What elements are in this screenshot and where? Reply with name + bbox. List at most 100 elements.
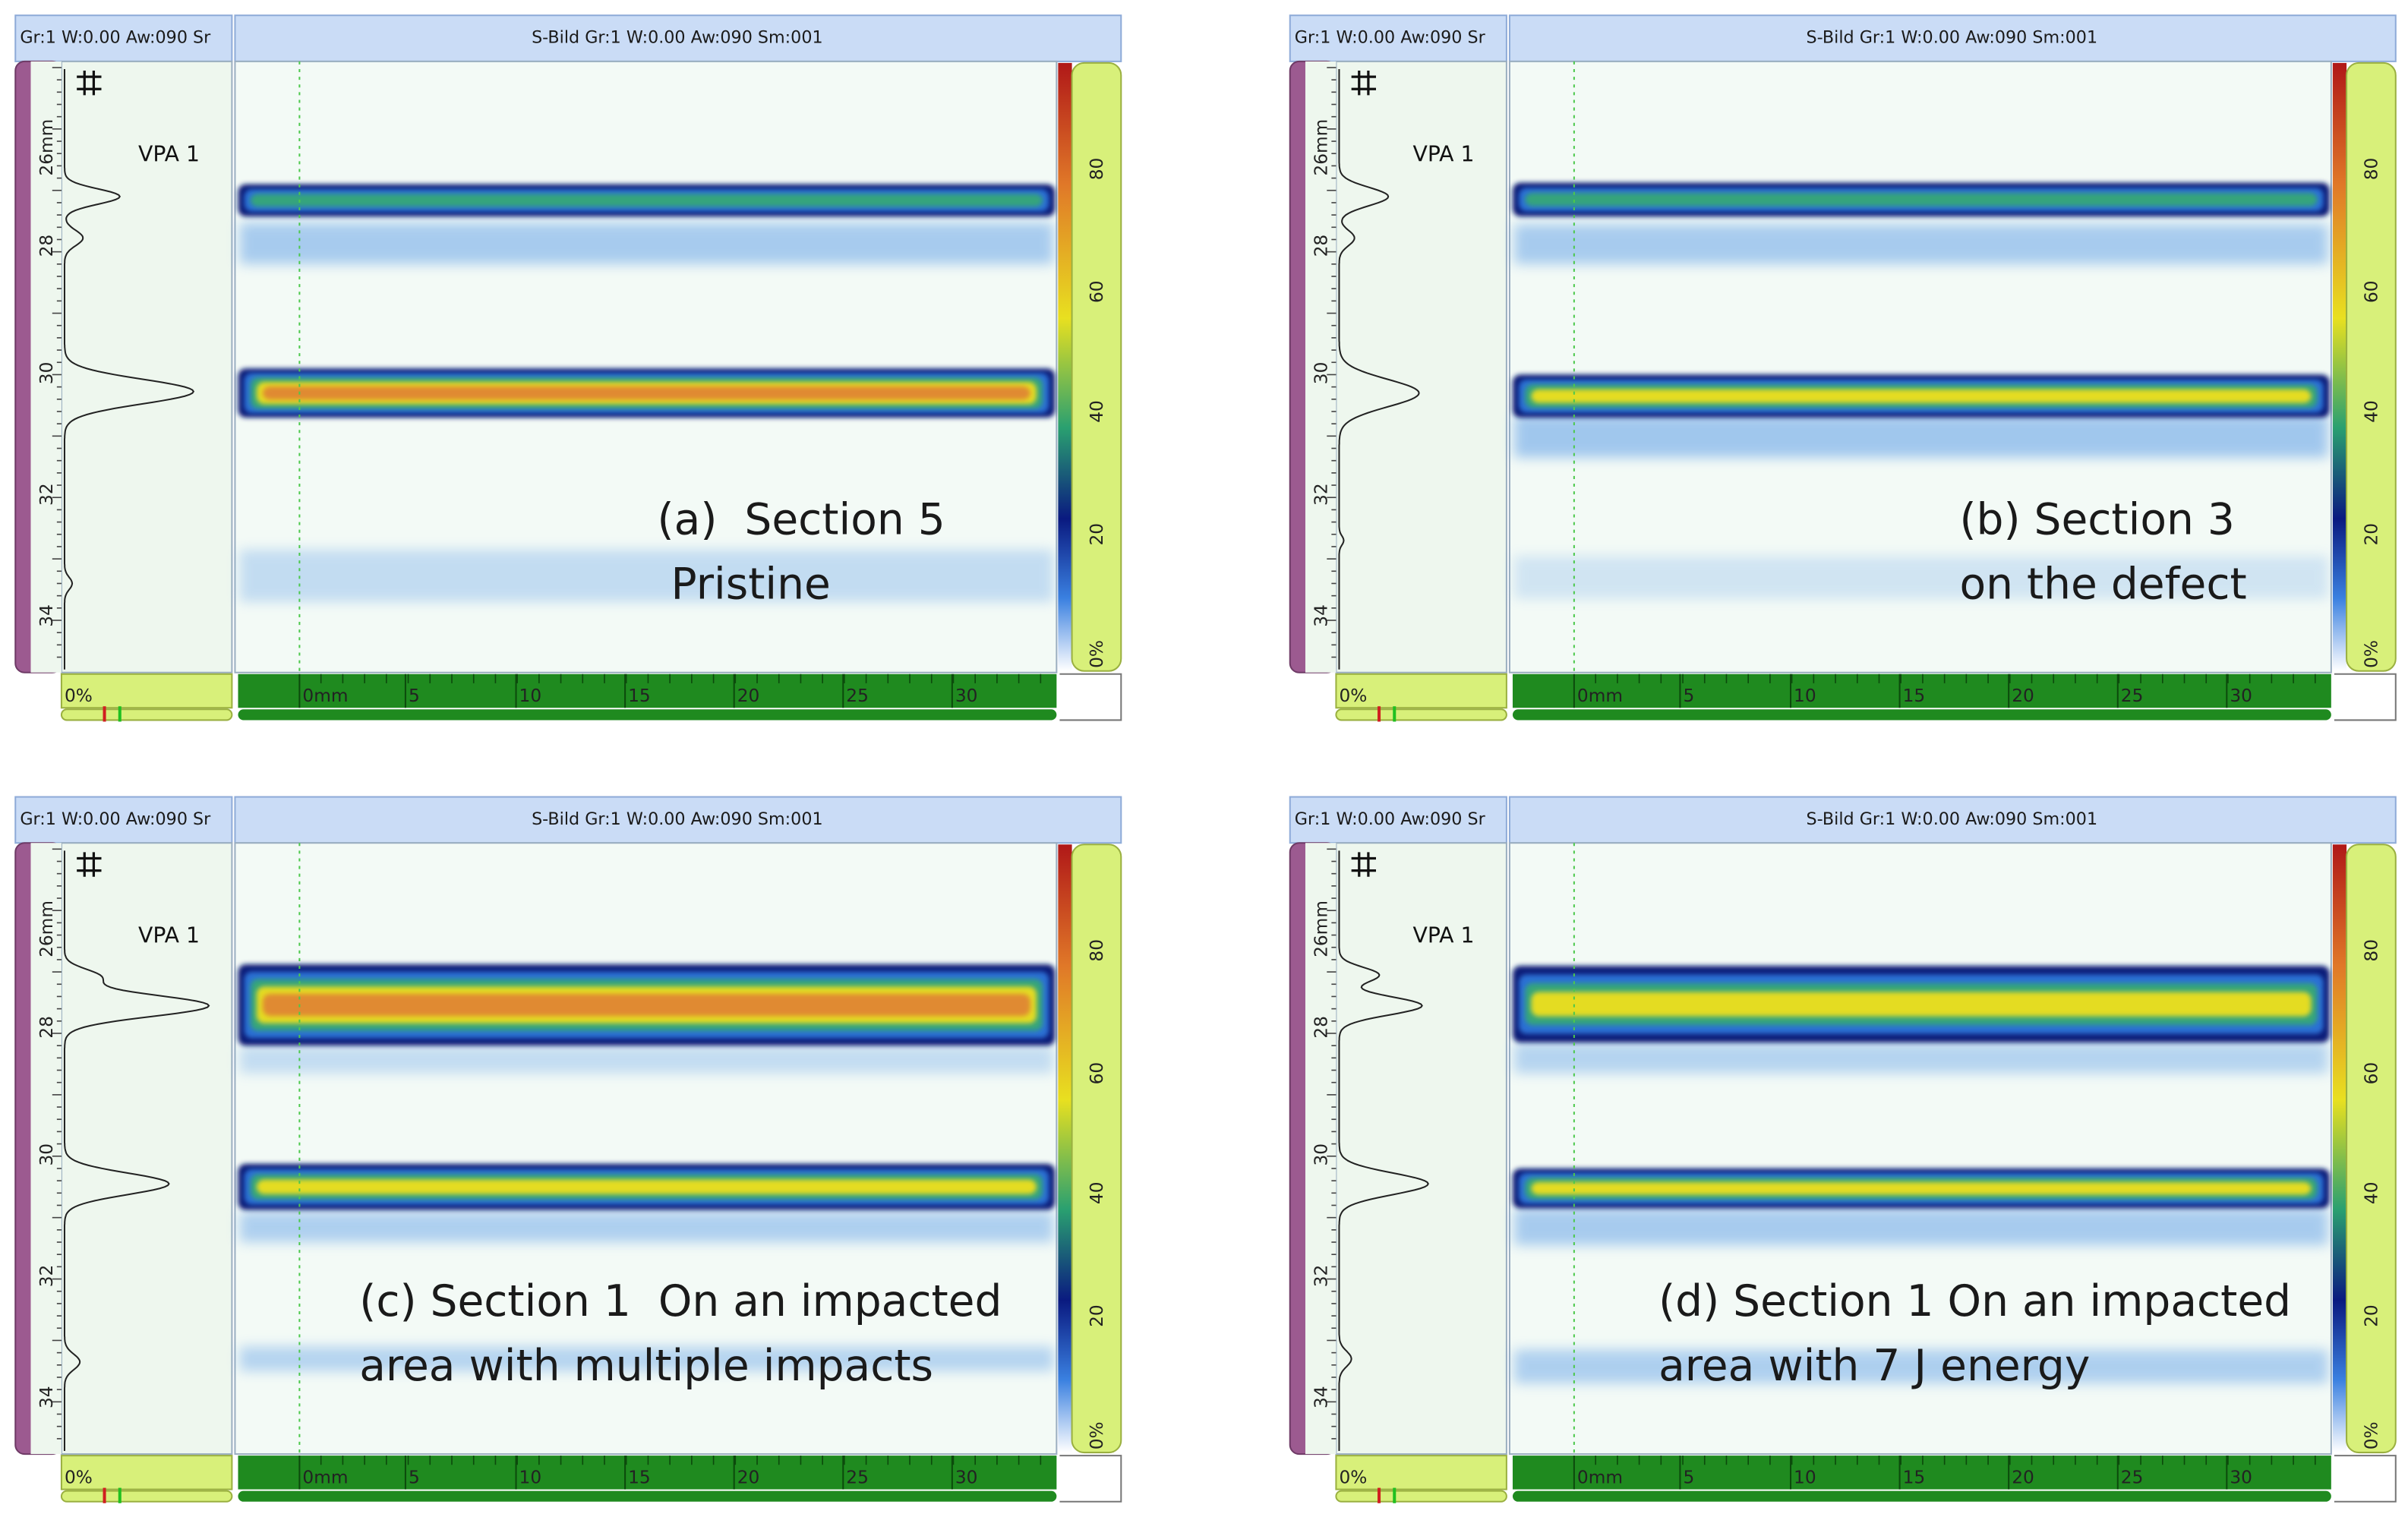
echo-faint bbox=[239, 1211, 1054, 1243]
x-tick-label: 10 bbox=[519, 686, 542, 706]
ascan-axis-strip bbox=[30, 843, 62, 1455]
x-tick-label: 0mm bbox=[302, 686, 348, 706]
header-left: Gr:1 W:0.00 Aw:090 Sr bbox=[20, 28, 211, 48]
scale-tick-label: 60 bbox=[2362, 1062, 2382, 1085]
x-axis-bar-low bbox=[1512, 709, 2331, 721]
x-tick-label: 0mm bbox=[1577, 686, 1623, 706]
header-left: Gr:1 W:0.00 Aw:090 Sr bbox=[1295, 809, 1486, 829]
echo-faint bbox=[1513, 1042, 2328, 1074]
x-tick-label: 5 bbox=[409, 1468, 420, 1488]
caption-line: (a) Section 5 bbox=[658, 495, 945, 545]
amp-bar-low bbox=[1335, 708, 1507, 721]
ascan-area bbox=[60, 842, 233, 1456]
x-tick-label: 15 bbox=[628, 1468, 651, 1488]
ascan-axis-strip bbox=[1305, 61, 1337, 673]
echo-faint bbox=[1513, 224, 2328, 264]
amp-bar bbox=[60, 673, 233, 709]
depth-tick-label: 26mm bbox=[1311, 900, 1331, 957]
x-tick-label: 20 bbox=[737, 1468, 760, 1488]
scale-tick-label: 80 bbox=[1087, 939, 1107, 962]
amplitude-min: 0% bbox=[1339, 686, 1367, 706]
ascan-axis-strip bbox=[1305, 843, 1337, 1455]
x-axis-bar-low bbox=[238, 709, 1057, 721]
depth-tick-label: 34 bbox=[36, 604, 57, 627]
scale-tick-label: 0% bbox=[1087, 640, 1107, 668]
header-left: Gr:1 W:0.00 Aw:090 Sr bbox=[1295, 28, 1486, 48]
header-main: S-Bild Gr:1 W:0.00 Aw:090 Sm:001 bbox=[532, 28, 823, 48]
amplitude-min: 0% bbox=[1339, 1468, 1367, 1488]
x-axis-bar bbox=[238, 1456, 1057, 1490]
caption-line: Pristine bbox=[658, 560, 831, 610]
x-tick-label: 30 bbox=[955, 686, 978, 706]
x-tick-label: 5 bbox=[1683, 686, 1694, 706]
ascan-area bbox=[1335, 842, 1507, 1456]
depth-tick-label: 28 bbox=[36, 1016, 57, 1039]
scale-tick-label: 40 bbox=[2362, 1182, 2382, 1205]
header-left-box bbox=[1289, 14, 1507, 62]
scale-tick-label: 0% bbox=[1087, 1421, 1107, 1449]
corner-box bbox=[2334, 673, 2397, 721]
echo-image bbox=[238, 184, 1056, 602]
corner-box bbox=[1059, 1455, 1122, 1503]
x-tick-label: 20 bbox=[2012, 1468, 2034, 1488]
scale-tick-label: 0% bbox=[2362, 1421, 2382, 1449]
scale-tick-label: 40 bbox=[1087, 400, 1107, 423]
panel: Gr:1 W:0.00 Aw:090 Sr S-Bild Gr:1 W:0.00 … bbox=[14, 796, 1122, 1503]
scale-tick-label: 80 bbox=[2362, 939, 2382, 962]
amp-bar bbox=[1335, 1455, 1507, 1490]
x-tick-label: 5 bbox=[409, 686, 420, 706]
echo-band bbox=[1531, 1181, 2312, 1195]
x-axis-bar-low bbox=[238, 1490, 1057, 1502]
x-tick-label: 10 bbox=[1794, 1468, 1816, 1488]
echo-faint bbox=[239, 222, 1054, 264]
panel: Gr:1 W:0.00 Aw:090 Sr S-Bild Gr:1 W:0.00 … bbox=[1289, 796, 2397, 1503]
header-main-box bbox=[234, 796, 1122, 844]
echo-image bbox=[1512, 966, 2330, 1384]
echo-image bbox=[238, 964, 1056, 1371]
caption-line: area with multiple impacts bbox=[359, 1341, 933, 1391]
channel-label: VPA 1 bbox=[1413, 141, 1475, 166]
depth-tick-label: 26mm bbox=[36, 119, 57, 176]
color-scale bbox=[2332, 844, 2347, 1453]
x-tick-label: 30 bbox=[955, 1468, 978, 1488]
echo-faint bbox=[239, 549, 1054, 602]
caption-line: on the defect bbox=[1959, 560, 2246, 610]
x-tick-label: 30 bbox=[2230, 1468, 2252, 1488]
scale-tick-label: 20 bbox=[2362, 1304, 2382, 1327]
x-tick-label: 15 bbox=[628, 686, 651, 706]
x-tick-label: 10 bbox=[1794, 686, 1816, 706]
amp-bar-low bbox=[60, 708, 233, 721]
x-tick-label: 15 bbox=[1903, 1468, 1926, 1488]
echo-band bbox=[262, 386, 1030, 400]
scale-strip bbox=[2346, 62, 2397, 672]
caption-line: (d) Section 1 On an impacted bbox=[1658, 1276, 2291, 1326]
depth-tick-label: 30 bbox=[36, 1143, 57, 1166]
depth-tick-label: 30 bbox=[1311, 1143, 1331, 1166]
panel: Gr:1 W:0.00 Aw:090 Sr S-Bild Gr:1 W:0.00 … bbox=[1289, 14, 2397, 722]
header-main-box bbox=[1508, 796, 2397, 844]
header-left-box bbox=[14, 14, 233, 62]
echo-band bbox=[250, 194, 1043, 207]
scale-tick-label: 20 bbox=[2362, 523, 2382, 546]
depth-tick-label: 32 bbox=[1311, 483, 1331, 506]
x-tick-label: 20 bbox=[2012, 686, 2034, 706]
depth-tick-label: 32 bbox=[36, 1265, 57, 1288]
color-scale bbox=[1058, 844, 1072, 1453]
ascan-axis-strip bbox=[30, 61, 62, 673]
depth-tick-label: 32 bbox=[36, 483, 57, 506]
scale-strip bbox=[2346, 844, 2397, 1454]
depth-tick-label: 30 bbox=[1311, 362, 1331, 385]
ascan-curve bbox=[63, 850, 210, 1452]
ascan-area bbox=[60, 60, 233, 673]
corner-box bbox=[2334, 1455, 2397, 1503]
scale-tick-label: 80 bbox=[1087, 158, 1107, 181]
depth-tick-label: 26mm bbox=[1311, 119, 1331, 176]
echo-faint bbox=[1513, 556, 2328, 599]
scale-strip bbox=[1071, 844, 1122, 1454]
echo-band bbox=[1531, 992, 2312, 1017]
panel: Gr:1 W:0.00 Aw:090 Sr S-Bild Gr:1 W:0.00 … bbox=[14, 14, 1122, 722]
scale-tick-label: 20 bbox=[1087, 523, 1107, 546]
x-axis-bar-low bbox=[1512, 1490, 2331, 1502]
depth-tick-label: 26mm bbox=[36, 900, 57, 957]
